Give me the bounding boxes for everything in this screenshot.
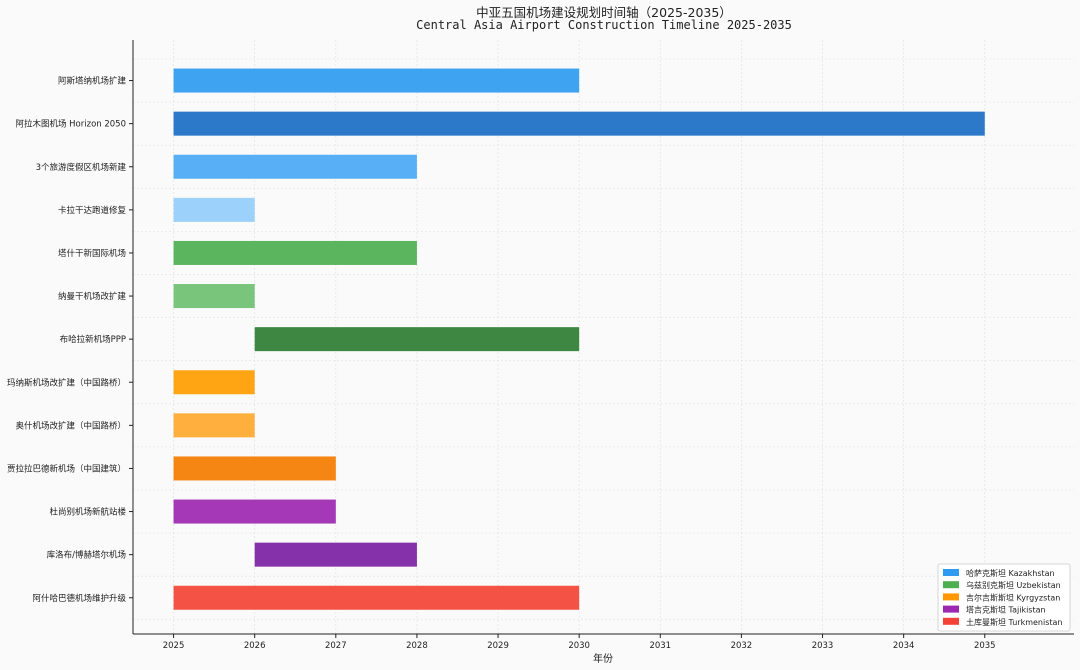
- y-tick-label-7: 玛纳斯机场改扩建（中国路桥）: [7, 377, 126, 388]
- bar-3: [173, 197, 255, 222]
- x-tick-labels: 2025 2026 2027 2028 2029 2030 2031 2032 2033 2034…: [163, 634, 996, 651]
- legend-swatch-0: [943, 569, 959, 576]
- bar-9: [173, 456, 336, 481]
- bar-6: [254, 327, 580, 352]
- y-tick-label-11: 库洛布/博赫塔尔机场: [47, 550, 126, 561]
- x-tick-label-2026: 2026: [244, 641, 266, 651]
- legend-swatch-3: [943, 605, 959, 613]
- legend-label-4: 土库曼斯坦 Turkmenistan: [966, 617, 1063, 627]
- x-tick-label-2030: 2030: [568, 641, 590, 651]
- x-tick-label-2033: 2033: [812, 641, 834, 651]
- legend-label-2: 吉尔吉斯斯坦 Kyrgyzstan: [966, 592, 1060, 602]
- chart-title: 中亚五国机场建设规划时间轴（2025-2035）: [476, 5, 732, 20]
- legend-swatch-2: [943, 593, 959, 601]
- legend-label-0: 哈萨克斯坦 Kazakhstan: [966, 568, 1055, 578]
- bar-4: [173, 240, 417, 265]
- bars-group: [173, 68, 985, 610]
- x-tick-label-2025: 2025: [163, 641, 185, 651]
- legend-box: [937, 563, 1071, 632]
- x-tick-label-2029: 2029: [487, 641, 509, 651]
- bar-5: [173, 284, 255, 309]
- legend-swatch-4: [943, 617, 959, 625]
- legend-label-3: 塔吉克斯坦 Tajikistan: [966, 605, 1046, 615]
- bar-7: [173, 370, 255, 395]
- y-tick-label-9: 贾拉拉巴德新机场（中国建筑）: [7, 463, 126, 474]
- y-tick-label-5: 纳曼干机场改扩建: [58, 291, 127, 302]
- bar-2: [173, 154, 417, 179]
- y-tick-label-2: 3个旅游度假区机场新建: [36, 162, 127, 173]
- bar-1: [173, 111, 985, 136]
- y-tick-label-6: 布哈拉新机场PPP: [60, 334, 126, 345]
- y-tick-label-3: 卡拉干达跑道修复: [58, 205, 127, 216]
- y-tick-label-0: 阿斯塔纳机场扩建: [58, 76, 127, 87]
- bar-10: [173, 499, 336, 524]
- y-tick-label-12: 阿什哈巴德机场维护升级: [32, 593, 126, 604]
- grid-lines: [133, 40, 1074, 634]
- bar-11: [254, 542, 417, 567]
- y-tick-label-8: 奥什机场改扩建（中国路桥）: [15, 420, 126, 431]
- bar-8: [173, 413, 255, 438]
- legend: 哈萨克斯坦 Kazakhstan 乌兹别克斯坦 Uzbekistan 吉尔吉斯斯坦 …: [937, 563, 1071, 632]
- y-tick-label-10: 杜尚别机场新航站楼: [49, 507, 126, 518]
- bar-12: [173, 585, 580, 610]
- x-tick-label-2028: 2028: [406, 641, 428, 651]
- x-axis-label: 年份: [593, 652, 613, 665]
- x-tick-label-2035: 2035: [974, 641, 996, 651]
- x-tick-label-2032: 2032: [731, 641, 753, 651]
- chart-subtitle: Central Asia Airport Construction Timeli…: [416, 18, 792, 32]
- x-tick-label-2034: 2034: [893, 641, 915, 651]
- axes: [132, 40, 1074, 635]
- y-tick-label-4: 塔什干新国际机场: [58, 248, 126, 259]
- bar-0: [173, 68, 580, 93]
- x-tick-label-2027: 2027: [325, 641, 347, 651]
- legend-swatch-1: [943, 581, 959, 589]
- y-tick-label-1: 阿拉木图机场 Horizon 2050: [15, 119, 126, 130]
- x-tick-label-2031: 2031: [649, 641, 671, 651]
- legend-label-1: 乌兹别克斯坦 Uzbekistan: [966, 580, 1061, 590]
